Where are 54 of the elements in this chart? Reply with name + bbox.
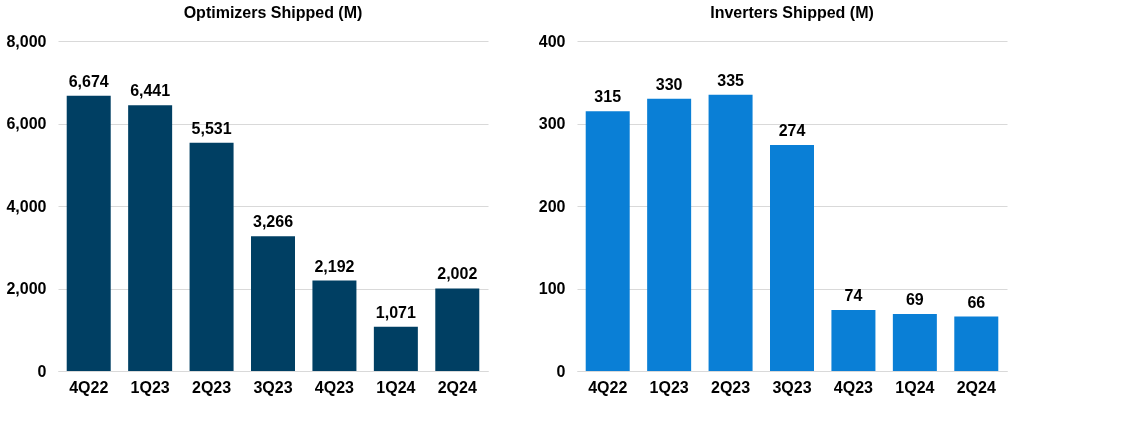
data-label: 2,002 — [437, 265, 478, 283]
chart-title: Inverters Shipped (M) — [710, 4, 874, 21]
bar — [647, 98, 692, 371]
bar — [708, 94, 753, 371]
y-tick-label: 0 — [556, 362, 566, 380]
data-label: 6,674 — [68, 72, 109, 90]
y-tick-label: 8,000 — [6, 32, 47, 50]
data-label: 1,071 — [375, 303, 416, 321]
bar — [128, 105, 173, 371]
bar — [312, 280, 357, 371]
x-tick-label: 2Q23 — [192, 378, 232, 396]
x-tick-label: 4Q23 — [314, 378, 355, 396]
bar — [585, 111, 630, 371]
x-tick-label: 3Q23 — [253, 378, 293, 396]
y-tick-label: 100 — [538, 280, 566, 297]
bar — [189, 142, 234, 371]
y-tick-label: 300 — [538, 115, 566, 132]
x-tick-label: 2Q23 — [711, 378, 751, 396]
y-tick-label: 400 — [538, 32, 566, 50]
x-tick-label: 3Q23 — [772, 378, 812, 396]
x-tick-label: 1Q23 — [649, 378, 689, 396]
data-label: 315 — [594, 88, 622, 106]
bar — [66, 95, 111, 371]
data-label: 66 — [967, 293, 986, 311]
data-label: 69 — [905, 291, 924, 309]
x-tick-label: 1Q24 — [895, 378, 935, 396]
x-tick-label: 2Q24 — [956, 378, 996, 396]
x-tick-label: 4Q22 — [588, 378, 628, 396]
y-tick-label: 2,000 — [6, 280, 47, 297]
data-label: 74 — [844, 286, 863, 304]
data-label: 6,441 — [130, 82, 171, 100]
data-label: 5,531 — [191, 119, 232, 137]
x-tick-label: 1Q23 — [130, 378, 170, 396]
bar — [892, 314, 937, 371]
chart-title: Optimizers Shipped (M) — [183, 4, 363, 21]
x-tick-label: 2Q24 — [437, 378, 477, 396]
bar — [373, 326, 418, 371]
bar — [831, 309, 876, 371]
x-tick-label: 1Q24 — [376, 378, 416, 396]
data-label: 2,192 — [314, 257, 355, 275]
data-label: 330 — [655, 75, 683, 93]
y-tick-label: 4,000 — [6, 197, 47, 215]
bar — [435, 288, 480, 371]
x-tick-label: 4Q22 — [69, 378, 109, 396]
data-label: 3,266 — [252, 213, 294, 231]
y-tick-label: 200 — [538, 197, 566, 215]
bar — [954, 316, 999, 371]
y-tick-label: 0 — [37, 362, 47, 380]
y-tick-label: 6,000 — [6, 115, 47, 132]
bar — [770, 144, 814, 371]
x-tick-label: 4Q23 — [833, 378, 874, 396]
data-label: 274 — [778, 121, 806, 139]
bar — [251, 236, 295, 371]
data-label: 335 — [717, 71, 745, 89]
